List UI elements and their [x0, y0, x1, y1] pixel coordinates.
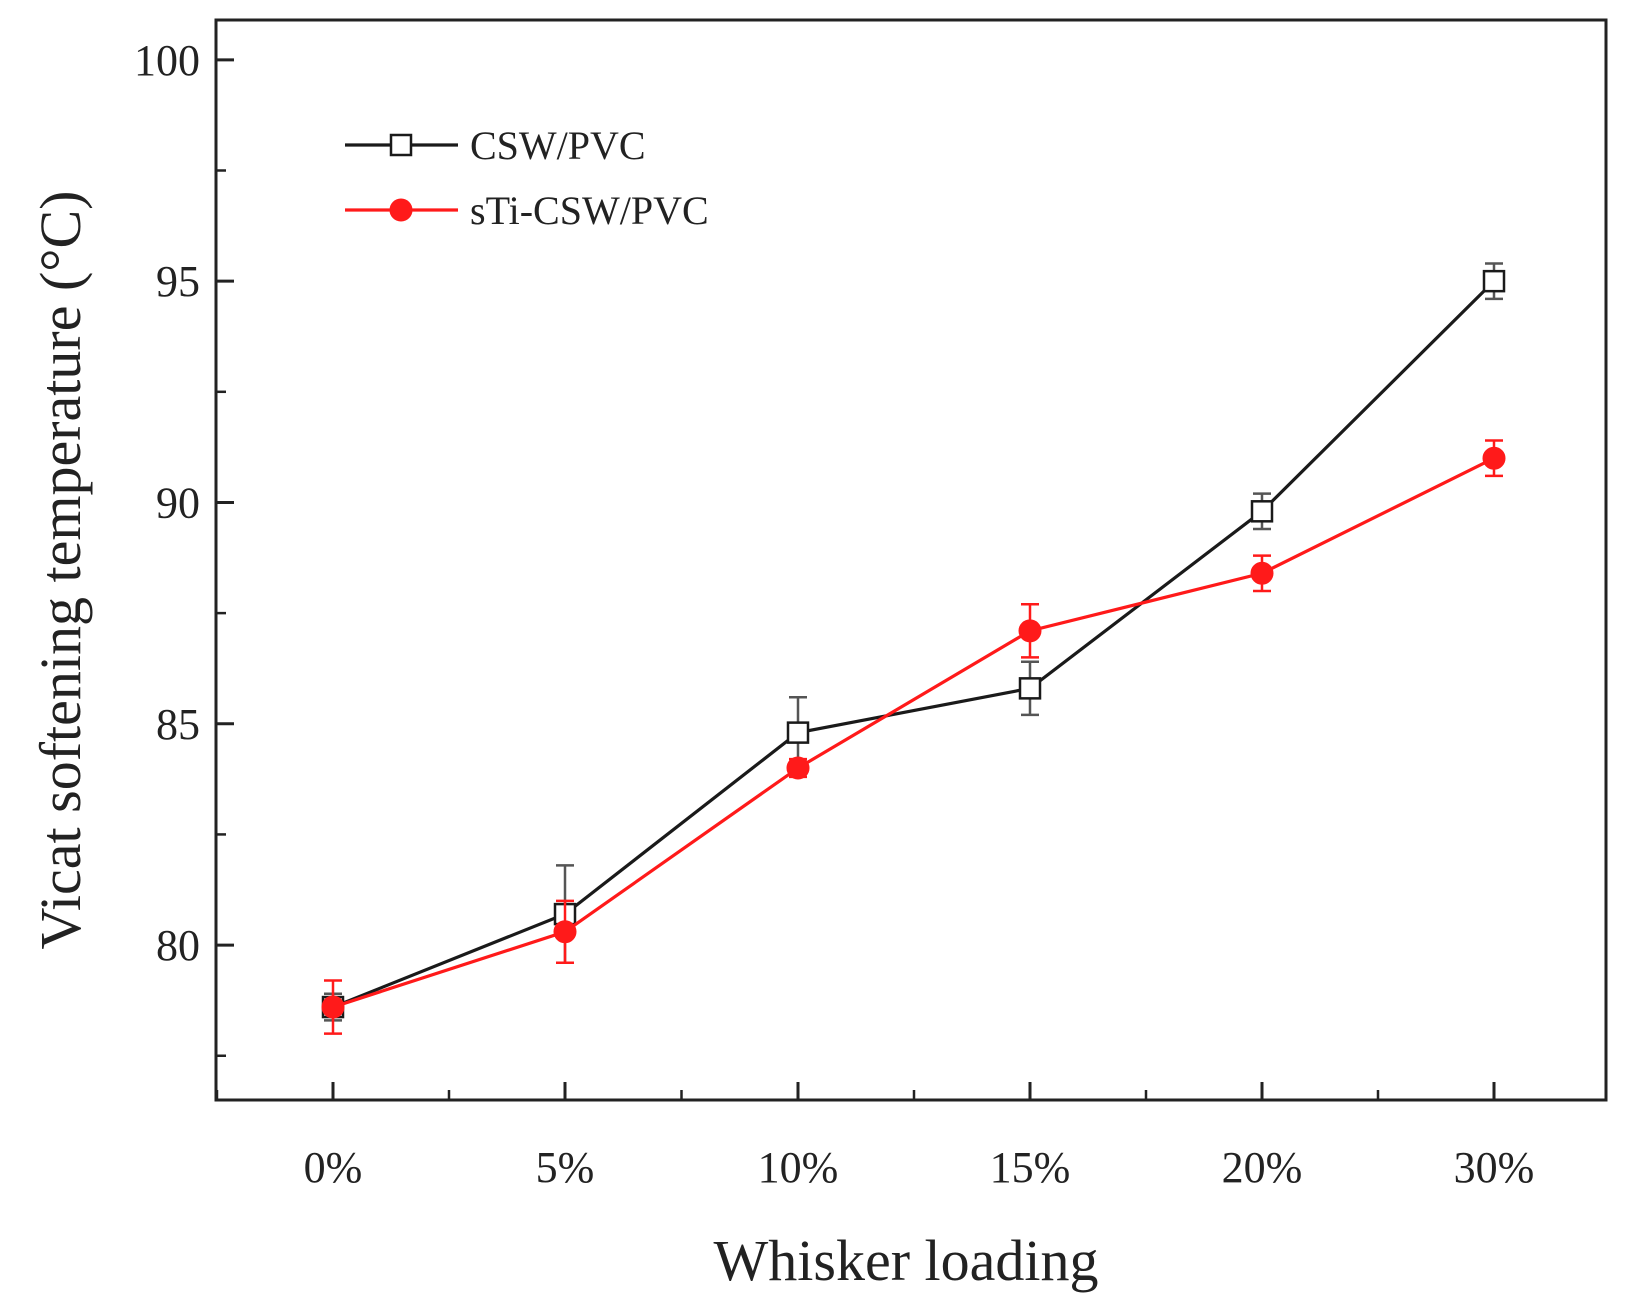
legend-item: CSW/PVC [345, 123, 646, 168]
data-point [1018, 619, 1042, 643]
y-tick-label: 95 [156, 257, 200, 306]
plot-frame [214, 18, 1608, 1102]
x-axis-title: Whisker loading [714, 1228, 1099, 1293]
data-point [1482, 446, 1506, 470]
x-tick-label: 5% [536, 1143, 595, 1192]
y-axis-title: Vicat softening temperature (°C) [28, 191, 93, 950]
y-tick-label: 80 [156, 921, 200, 970]
series-sti-csw-pvc [321, 439, 1506, 1035]
legend-item: sTi-CSW/PVC [345, 188, 709, 233]
y-tick-label: 85 [156, 700, 200, 749]
data-point [1482, 269, 1506, 293]
data-point [786, 756, 810, 780]
x-tick-label: 0% [304, 1143, 363, 1192]
legend-marker [389, 133, 413, 157]
data-point [1250, 500, 1274, 523]
y-tick-label: 90 [156, 478, 200, 527]
legend-label: sTi-CSW/PVC [470, 188, 709, 233]
data-point [1018, 677, 1042, 700]
data-point [786, 721, 810, 744]
data-point [553, 920, 577, 944]
series-layer [321, 262, 1506, 1035]
series-line [332, 456, 1495, 1009]
x-tick-label: 30% [1454, 1143, 1535, 1192]
legend: CSW/PVC sTi-CSW/PVC [345, 123, 709, 233]
y-tick-label: 100 [134, 36, 200, 85]
x-tick-label: 20% [1222, 1143, 1303, 1192]
data-point [321, 995, 345, 1019]
data-point [1250, 561, 1274, 585]
x-tick-label: 10% [758, 1143, 839, 1192]
x-tick-label: 15% [990, 1143, 1071, 1192]
legend-label: CSW/PVC [470, 123, 646, 168]
axes: 80 85 90 95 100 0% 5% 10% 15% 20% 30% [134, 18, 1608, 1192]
legend-marker [389, 198, 413, 222]
series-line [332, 280, 1496, 1009]
